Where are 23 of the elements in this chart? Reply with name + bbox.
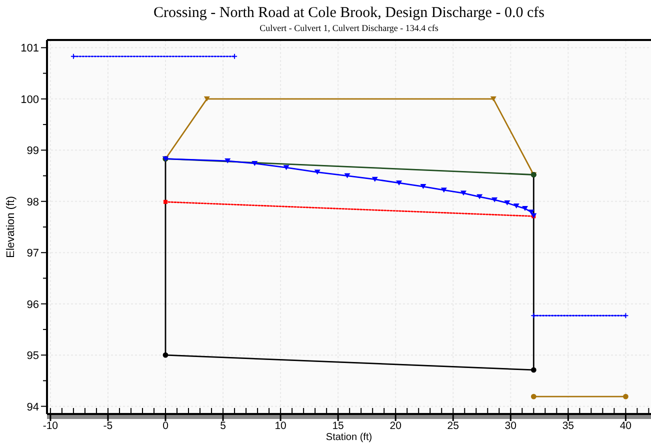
y-tick-label: 100 xyxy=(20,94,39,106)
y-tick-label: 95 xyxy=(26,350,39,362)
y-tick-label: 99 xyxy=(26,145,39,158)
y-axis-title: Elevation (ft) xyxy=(5,196,17,258)
y-tick-label: 94 xyxy=(26,401,39,414)
x-tick-label: 25 xyxy=(447,420,460,432)
y-tick-label: 98 xyxy=(26,196,39,208)
x-tick-label: 0 xyxy=(162,420,169,432)
x-tick-label: 5 xyxy=(220,420,226,432)
x-tick-label: 20 xyxy=(390,420,402,432)
chart-subtitle: Culvert - Culvert 1, Culvert Discharge - 134.4 cfs xyxy=(260,23,439,33)
chart-title: Crossing - North Road at Cole Brook, Design Discharge - 0.0 cfs xyxy=(154,5,545,21)
x-tick-label: -5 xyxy=(103,420,113,432)
y-tick-label: 101 xyxy=(20,42,39,55)
x-tick-label: 15 xyxy=(332,420,344,432)
y-tick-label: 97 xyxy=(26,248,39,260)
y-tick-label: 96 xyxy=(26,298,39,311)
x-tick-label: -10 xyxy=(42,420,58,432)
x-tick-label: 30 xyxy=(504,420,517,432)
x-tick-label: 40 xyxy=(620,420,632,432)
x-axis-title: Station (ft) xyxy=(326,432,372,443)
x-tick-label: 10 xyxy=(274,420,287,432)
x-tick-label: 35 xyxy=(562,420,574,432)
